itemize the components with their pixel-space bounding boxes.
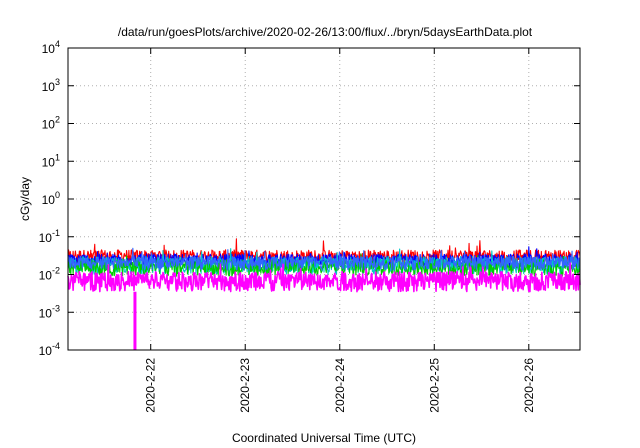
x-tick-label: 2020-2-25 (427, 358, 441, 413)
y-tick-label: 100 (42, 190, 60, 207)
y-tick-label: 104 (42, 39, 60, 56)
series-line (67, 262, 581, 293)
y-tick-label: 10-2 (39, 266, 60, 283)
x-tick-label: 2020-2-22 (144, 358, 158, 413)
y-tick-label: 10-1 (39, 228, 60, 245)
y-tick-label: 10-4 (39, 341, 60, 358)
grid (68, 48, 580, 350)
y-tick-label: 103 (42, 77, 60, 94)
x-axis-label: Coordinated Universal Time (UTC) (232, 431, 416, 445)
x-tick-label: 2020-2-23 (238, 358, 252, 413)
series-group (67, 238, 581, 350)
y-axis-label: cGy/day (18, 177, 32, 221)
x-axis: 2020-2-22 2020-2-23 2020-2-24 2020-2-25 2020… (144, 48, 536, 413)
y-tick-label: 10-3 (39, 303, 60, 320)
y-axis: 10-4 10-3 10-2 10-1 100 101 102 103 104 (39, 39, 580, 358)
x-tick-label: 2020-2-26 (522, 358, 536, 413)
y-tick-label: 102 (42, 115, 60, 132)
y-tick-label: 101 (42, 152, 60, 169)
series-line (67, 247, 581, 271)
chart-title: /data/run/goesPlots/archive/2020-02-26/1… (118, 25, 533, 39)
x-tick-label: 2020-2-24 (333, 358, 347, 413)
